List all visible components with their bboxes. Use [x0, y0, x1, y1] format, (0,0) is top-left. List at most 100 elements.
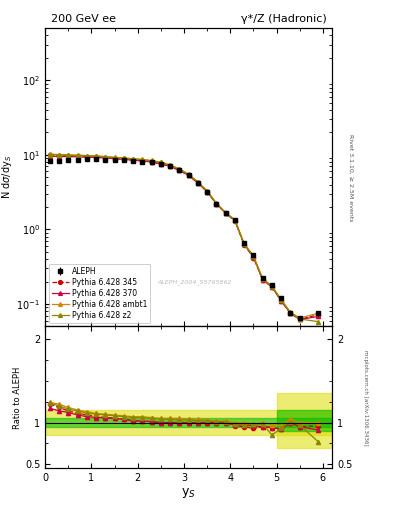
Pythia 6.428 ambt1	[196, 179, 200, 185]
Pythia 6.428 ambt1	[140, 156, 145, 162]
Pythia 6.428 z2	[103, 154, 108, 160]
Pythia 6.428 370	[168, 163, 173, 169]
Pythia 6.428 ambt1	[168, 162, 173, 168]
Pythia 6.428 z2	[57, 152, 61, 158]
Pythia 6.428 345	[149, 159, 154, 165]
Pythia 6.428 370	[205, 189, 209, 195]
Pythia 6.428 345	[57, 153, 61, 159]
Pythia 6.428 z2	[288, 310, 293, 316]
Pythia 6.428 370	[149, 159, 154, 165]
Pythia 6.428 ambt1	[279, 296, 283, 303]
Pythia 6.428 345	[131, 157, 136, 163]
Pythia 6.428 ambt1	[131, 156, 136, 162]
Pythia 6.428 370	[66, 154, 71, 160]
Pythia 6.428 345	[270, 284, 274, 290]
Pythia 6.428 ambt1	[242, 240, 246, 246]
Pythia 6.428 z2	[316, 318, 321, 325]
Pythia 6.428 z2	[298, 316, 302, 322]
Pythia 6.428 370	[57, 154, 61, 160]
Pythia 6.428 345	[140, 158, 145, 164]
Pythia 6.428 z2	[233, 217, 237, 223]
Pythia 6.428 z2	[270, 283, 274, 289]
Pythia 6.428 370	[140, 158, 145, 164]
Pythia 6.428 345	[84, 154, 89, 160]
Pythia 6.428 345	[279, 298, 283, 304]
Pythia 6.428 370	[177, 167, 182, 174]
Pythia 6.428 z2	[149, 158, 154, 164]
Pythia 6.428 370	[94, 155, 99, 161]
Pythia 6.428 345	[75, 153, 80, 159]
Pythia 6.428 345	[112, 156, 117, 162]
Y-axis label: mcplots.cern.ch [arXiv:1306.3436]: mcplots.cern.ch [arXiv:1306.3436]	[364, 350, 368, 445]
Pythia 6.428 z2	[223, 210, 228, 216]
Bar	[45, 410, 332, 435]
Pythia 6.428 370	[103, 155, 108, 161]
Pythia 6.428 z2	[251, 253, 256, 259]
Pythia 6.428 345	[177, 167, 182, 174]
Pythia 6.428 z2	[214, 200, 219, 206]
Pythia 6.428 370	[251, 253, 256, 260]
Pythia 6.428 z2	[168, 162, 173, 168]
Pythia 6.428 z2	[186, 172, 191, 178]
Pythia 6.428 ambt1	[75, 152, 80, 158]
Pythia 6.428 370	[48, 153, 52, 159]
Pythia 6.428 z2	[177, 166, 182, 173]
Pythia 6.428 ambt1	[260, 275, 265, 282]
Pythia 6.428 ambt1	[205, 188, 209, 194]
Pythia 6.428 ambt1	[316, 310, 321, 316]
Pythia 6.428 345	[186, 173, 191, 179]
Bar	[277, 410, 332, 431]
Pythia 6.428 370	[270, 284, 274, 290]
Pythia 6.428 370	[214, 201, 219, 207]
Pythia 6.428 345	[251, 254, 256, 261]
Pythia 6.428 ambt1	[66, 152, 71, 158]
Text: ALEPH_2004_S5765862: ALEPH_2004_S5765862	[157, 279, 231, 285]
Pythia 6.428 370	[233, 218, 237, 224]
Pythia 6.428 ambt1	[214, 200, 219, 206]
Pythia 6.428 345	[94, 154, 99, 160]
Pythia 6.428 345	[242, 242, 246, 248]
Pythia 6.428 345	[66, 153, 71, 159]
Pythia 6.428 370	[288, 310, 293, 316]
X-axis label: y$_S$: y$_S$	[181, 486, 196, 500]
Pythia 6.428 345	[121, 156, 126, 162]
Line: Pythia 6.428 370: Pythia 6.428 370	[48, 154, 320, 322]
Pythia 6.428 345	[48, 152, 52, 158]
Pythia 6.428 z2	[112, 155, 117, 161]
Line: Pythia 6.428 345: Pythia 6.428 345	[48, 153, 320, 322]
Pythia 6.428 345	[298, 316, 302, 323]
Pythia 6.428 370	[298, 316, 302, 323]
Pythia 6.428 370	[112, 156, 117, 162]
Pythia 6.428 370	[223, 210, 228, 216]
Pythia 6.428 370	[75, 154, 80, 160]
Pythia 6.428 345	[168, 163, 173, 169]
Pythia 6.428 z2	[48, 152, 52, 158]
Y-axis label: Ratio to ALEPH: Ratio to ALEPH	[13, 366, 22, 429]
Text: γ*/Z (Hadronic): γ*/Z (Hadronic)	[241, 14, 326, 24]
Pythia 6.428 z2	[75, 153, 80, 159]
Pythia 6.428 z2	[279, 297, 283, 304]
Pythia 6.428 ambt1	[288, 309, 293, 315]
Pythia 6.428 z2	[158, 159, 163, 165]
Pythia 6.428 ambt1	[158, 159, 163, 165]
Pythia 6.428 345	[233, 218, 237, 224]
Pythia 6.428 370	[158, 161, 163, 167]
Pythia 6.428 ambt1	[251, 253, 256, 259]
Pythia 6.428 370	[279, 298, 283, 304]
Pythia 6.428 345	[205, 189, 209, 195]
Pythia 6.428 370	[242, 241, 246, 247]
Pythia 6.428 ambt1	[112, 154, 117, 160]
Pythia 6.428 345	[288, 310, 293, 316]
Text: 200 GeV ee: 200 GeV ee	[51, 14, 116, 24]
Pythia 6.428 370	[84, 154, 89, 160]
Pythia 6.428 345	[196, 180, 200, 186]
Pythia 6.428 z2	[260, 276, 265, 282]
Pythia 6.428 345	[103, 155, 108, 161]
Bar	[45, 418, 332, 426]
Pythia 6.428 ambt1	[121, 155, 126, 161]
Legend: ALEPH, Pythia 6.428 345, Pythia 6.428 370, Pythia 6.428 ambt1, Pythia 6.428 z2: ALEPH, Pythia 6.428 345, Pythia 6.428 37…	[49, 264, 151, 323]
Pythia 6.428 z2	[242, 241, 246, 247]
Pythia 6.428 z2	[84, 153, 89, 159]
Pythia 6.428 ambt1	[149, 157, 154, 163]
Bar	[277, 393, 332, 447]
